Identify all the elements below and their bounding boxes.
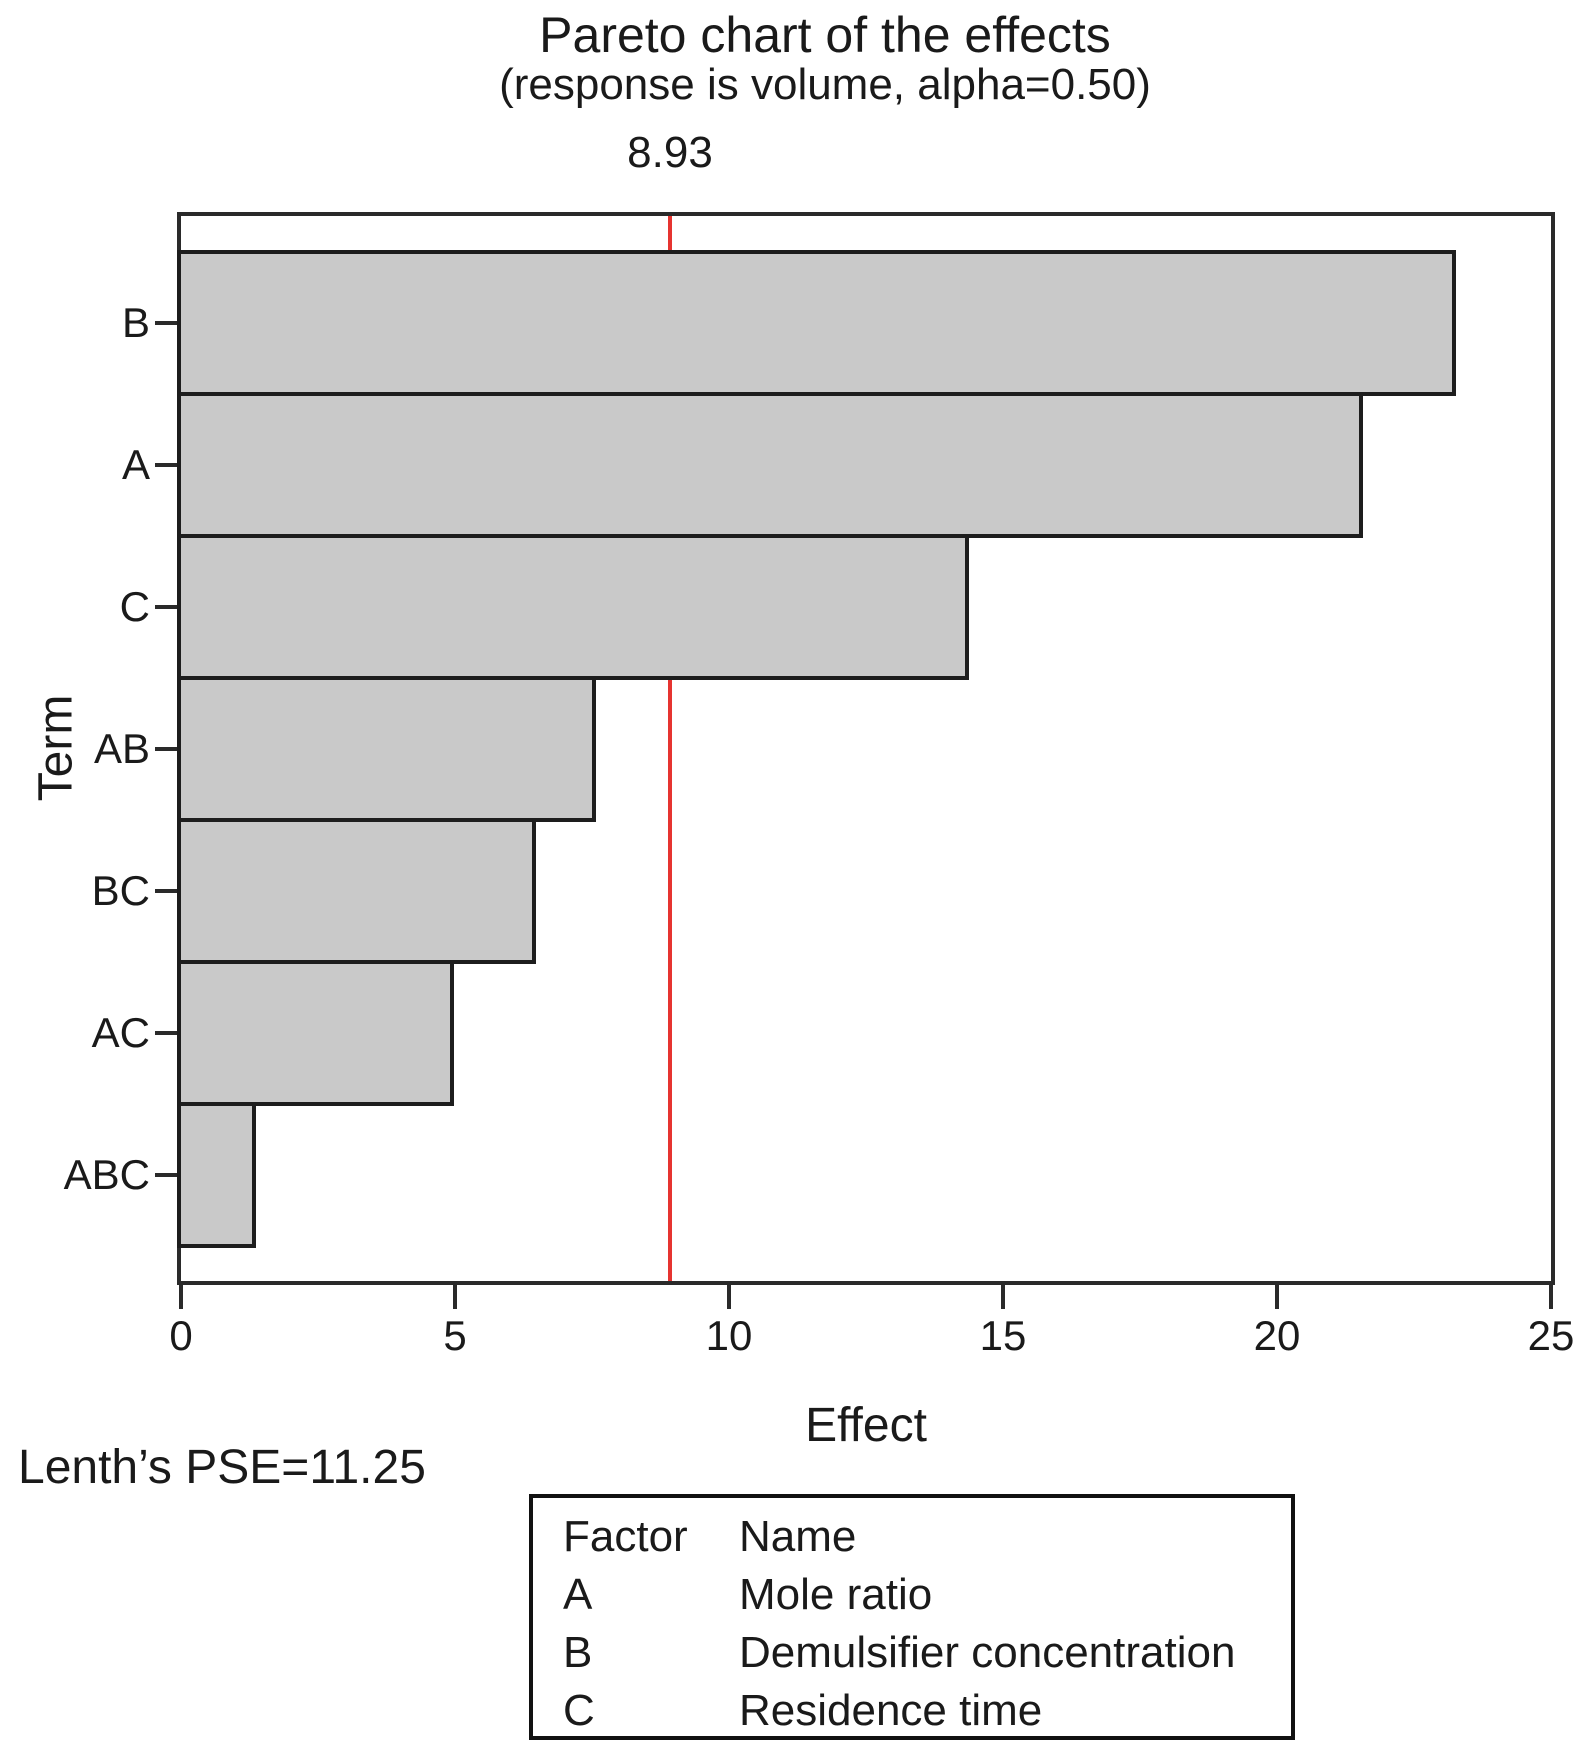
- y-tick-mark-ac: [155, 1031, 177, 1035]
- y-tick-label-abc: ABC: [63, 1151, 150, 1198]
- y-tick-label-b: B: [121, 299, 150, 346]
- legend-factor-a: A: [563, 1570, 593, 1619]
- y-tick-label-ab: AB: [93, 725, 150, 772]
- legend-header-factor: Factor: [563, 1512, 688, 1561]
- x-tick-mark-5: [453, 1285, 457, 1309]
- y-tick-mark-c: [155, 605, 177, 609]
- bar-ab: [177, 676, 596, 822]
- bar-abc: [177, 1102, 257, 1248]
- reference-line: [668, 216, 673, 1281]
- y-tick-mark-a: [155, 463, 177, 467]
- y-tick-mark-b: [155, 321, 177, 325]
- legend-row-a: A Mole ratio: [563, 1566, 1291, 1624]
- y-tick-mark-bc: [155, 889, 177, 893]
- legend-name-b: Demulsifier concentration: [739, 1628, 1236, 1677]
- bar-bc: [177, 818, 536, 964]
- x-tick-mark-10: [727, 1285, 731, 1309]
- plot-area: [177, 212, 1555, 1285]
- chart-title: Pareto chart of the effects: [539, 7, 1111, 63]
- y-tick-label-c: C: [119, 583, 150, 630]
- x-tick-mark-20: [1275, 1285, 1279, 1309]
- legend-header-row: Factor Name: [563, 1508, 1291, 1566]
- x-tick-label-25: 25: [1527, 1312, 1575, 1359]
- y-tick-label-bc: BC: [91, 867, 150, 914]
- chart-subtitle: (response is volume, alpha=0.50): [499, 60, 1151, 109]
- x-tick-label-15: 15: [979, 1312, 1027, 1359]
- legend-name-c: Residence time: [739, 1686, 1043, 1735]
- bar-b: [177, 250, 1457, 396]
- y-tick-label-ac: AC: [91, 1009, 150, 1056]
- legend-row-b: B Demulsifier concentration: [563, 1624, 1291, 1682]
- x-tick-label-0: 0: [169, 1312, 193, 1359]
- y-tick-mark-ab: [155, 747, 177, 751]
- x-axis-title: Effect: [805, 1399, 927, 1452]
- bar-ac: [177, 960, 454, 1106]
- legend-header-name: Name: [739, 1512, 857, 1561]
- legend-row-c: C Residence time: [563, 1682, 1291, 1740]
- factor-legend-table: Factor Name A Mole ratio B Demulsifier c…: [529, 1494, 1295, 1740]
- reference-line-value-label: 8.93: [627, 128, 713, 177]
- legend-factor-b: B: [563, 1628, 593, 1677]
- x-tick-mark-25: [1549, 1285, 1553, 1309]
- x-tick-label-20: 20: [1253, 1312, 1301, 1359]
- x-tick-label-10: 10: [705, 1312, 753, 1359]
- legend-factor-c: C: [563, 1686, 595, 1735]
- x-tick-mark-0: [179, 1285, 183, 1309]
- x-tick-label-5: 5: [443, 1312, 467, 1359]
- lenths-pse-footnote: Lenth’s PSE=11.25: [18, 1441, 426, 1494]
- bar-c: [177, 534, 969, 680]
- legend-name-a: Mole ratio: [739, 1570, 933, 1619]
- x-tick-mark-15: [1001, 1285, 1005, 1309]
- y-tick-mark-abc: [155, 1173, 177, 1177]
- bar-a: [177, 392, 1364, 538]
- y-tick-label-a: A: [121, 441, 150, 488]
